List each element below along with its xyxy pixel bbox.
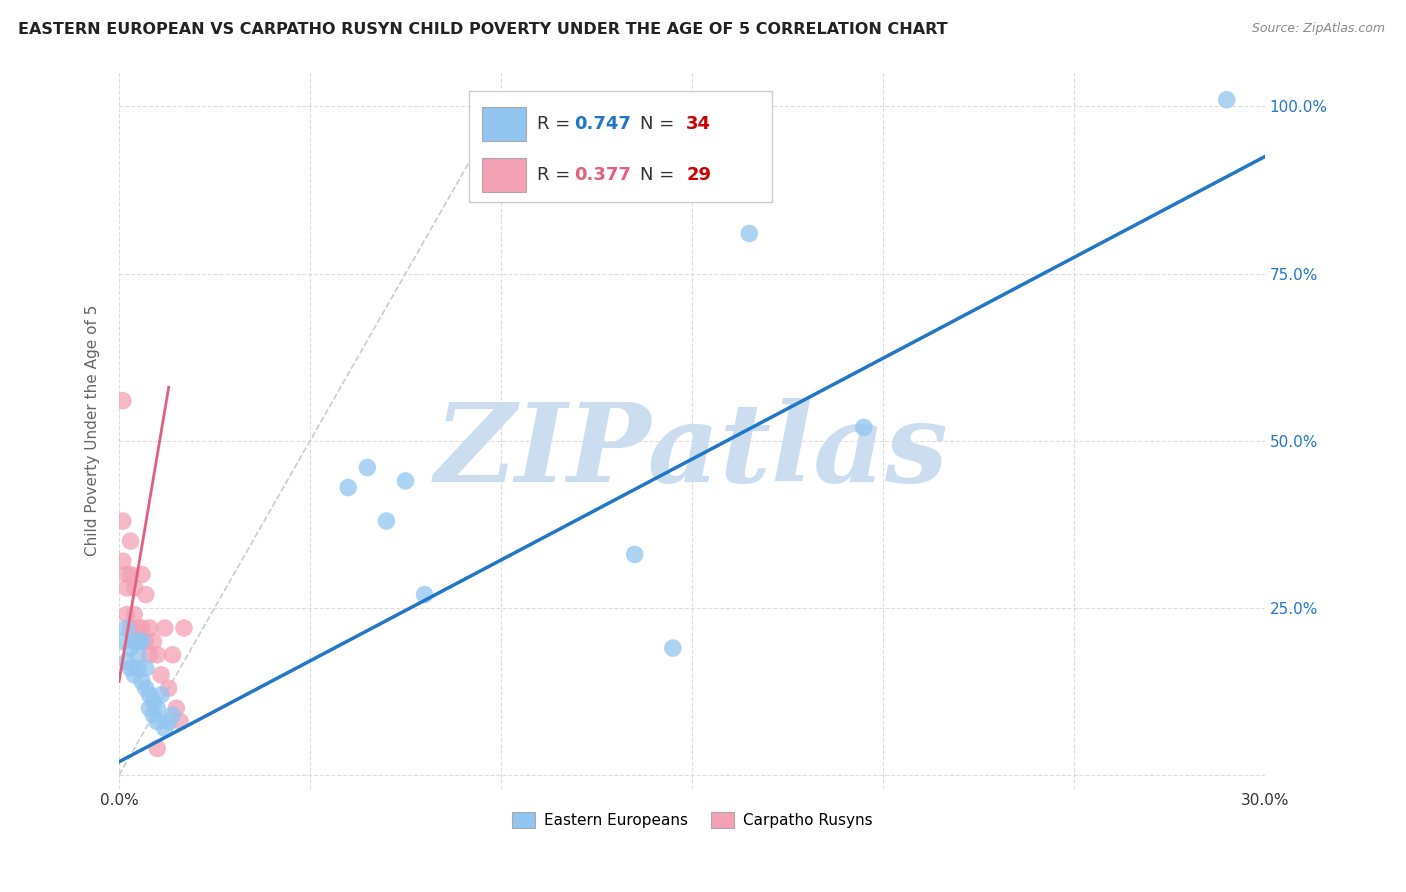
Point — [150, 688, 173, 702]
Point — [111, 514, 134, 528]
Point — [162, 648, 184, 662]
Point — [356, 460, 378, 475]
Point — [124, 668, 146, 682]
Point — [120, 621, 142, 635]
Point — [120, 661, 142, 675]
Point — [120, 641, 142, 656]
Point — [413, 588, 436, 602]
Text: EASTERN EUROPEAN VS CARPATHO RUSYN CHILD POVERTY UNDER THE AGE OF 5 CORRELATION : EASTERN EUROPEAN VS CARPATHO RUSYN CHILD… — [18, 22, 948, 37]
Point — [738, 227, 761, 241]
Point — [375, 514, 398, 528]
Point — [131, 634, 153, 648]
Point — [111, 634, 134, 648]
Point — [127, 634, 149, 648]
Point — [124, 581, 146, 595]
Point — [111, 554, 134, 568]
Point — [124, 607, 146, 622]
Point — [138, 648, 160, 662]
Point — [142, 695, 165, 709]
Text: 29: 29 — [686, 166, 711, 185]
Text: Source: ZipAtlas.com: Source: ZipAtlas.com — [1251, 22, 1385, 36]
Point — [162, 708, 184, 723]
Text: R =: R = — [537, 166, 576, 185]
Point — [120, 534, 142, 549]
Point — [157, 681, 180, 696]
Point — [120, 567, 142, 582]
Point — [173, 621, 195, 635]
Text: 34: 34 — [686, 115, 711, 134]
Point — [153, 722, 176, 736]
Text: R =: R = — [537, 115, 576, 134]
Point — [146, 701, 169, 715]
Point — [146, 741, 169, 756]
Point — [662, 641, 685, 656]
Point — [115, 567, 138, 582]
Point — [138, 688, 160, 702]
Point — [127, 634, 149, 648]
FancyBboxPatch shape — [468, 91, 772, 202]
Point — [142, 634, 165, 648]
Legend: Eastern Europeans, Carpatho Rusyns: Eastern Europeans, Carpatho Rusyns — [506, 806, 879, 835]
Point — [157, 714, 180, 729]
Point — [115, 607, 138, 622]
Point — [1215, 93, 1237, 107]
Point — [127, 648, 149, 662]
Y-axis label: Child Poverty Under the Age of 5: Child Poverty Under the Age of 5 — [86, 305, 100, 557]
Point — [138, 621, 160, 635]
Point — [111, 393, 134, 408]
Point — [135, 588, 157, 602]
Point — [131, 674, 153, 689]
Point — [127, 661, 149, 675]
Text: 0.377: 0.377 — [574, 166, 631, 185]
Bar — [482, 107, 526, 141]
Text: N =: N = — [640, 115, 681, 134]
Point — [165, 701, 187, 715]
Point — [135, 634, 157, 648]
Point — [142, 708, 165, 723]
Point — [124, 634, 146, 648]
Point — [135, 661, 157, 675]
Point — [131, 621, 153, 635]
Point — [150, 668, 173, 682]
Point — [115, 621, 138, 635]
Bar — [482, 158, 526, 193]
Text: ZIPatlas: ZIPatlas — [434, 399, 949, 506]
Point — [131, 567, 153, 582]
Point — [337, 481, 360, 495]
Point — [394, 474, 416, 488]
Point — [852, 420, 875, 434]
Point — [135, 681, 157, 696]
Point — [138, 701, 160, 715]
Text: N =: N = — [640, 166, 681, 185]
Point — [623, 548, 645, 562]
Point — [127, 621, 149, 635]
Point — [169, 714, 191, 729]
Point — [146, 714, 169, 729]
Point — [115, 655, 138, 669]
Point — [146, 648, 169, 662]
Text: 0.747: 0.747 — [574, 115, 631, 134]
Point — [115, 581, 138, 595]
Point — [153, 621, 176, 635]
